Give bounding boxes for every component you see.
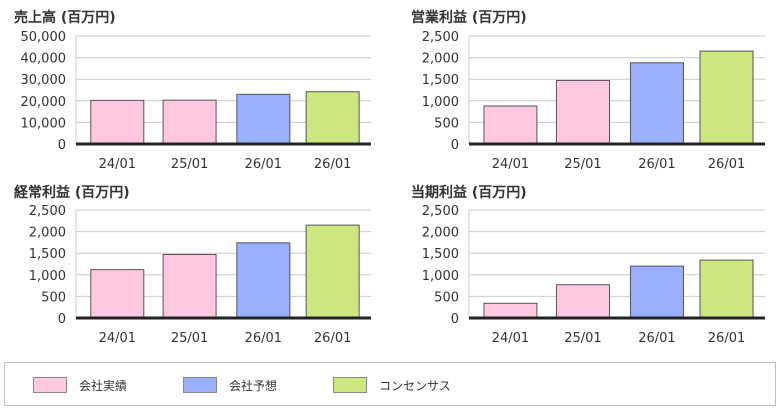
chart-title: 当期利益 (百万円) <box>411 184 527 201</box>
chart-title: 経常利益 (百万円) <box>14 184 130 201</box>
y-tick-label: 0 <box>58 138 66 153</box>
legend-swatch-actual <box>33 377 67 393</box>
x-tick-label: 24/01 <box>99 157 136 172</box>
chart-panel-2: 営業利益 (百万円) 0 500 1,000 1,500 2,000 2,500 24/01 2… <box>411 9 765 172</box>
legend-item-consensus: コンセンサス <box>333 376 451 394</box>
bar-26-01-consensus <box>699 50 754 145</box>
y-tick-label: 2,500 <box>422 204 459 219</box>
chart-title: 営業利益 (百万円) <box>411 9 527 26</box>
x-tick-label: 26/01 <box>638 331 675 346</box>
y-tick-label: 1,500 <box>422 73 459 88</box>
legend-swatch-forecast <box>183 377 217 393</box>
y-tick-label: 2,000 <box>422 226 459 241</box>
bar-24-01-actual <box>90 99 145 145</box>
x-tick-label: 24/01 <box>99 331 136 346</box>
bar-26-01-consensus <box>699 259 754 319</box>
charts-area: 売上高 (百万円) 0 10,000 20,000 30,000 40,000 50,000… <box>14 9 765 346</box>
y-tick-label: 40,000 <box>21 52 67 67</box>
bar-24-01-actual <box>90 269 145 319</box>
x-tick-label: 26/01 <box>314 157 351 172</box>
y-tick-label: 1,000 <box>422 95 459 110</box>
bar-26-01-forecast <box>236 93 291 145</box>
y-tick-label: 30,000 <box>21 73 67 88</box>
bar-26-01-consensus <box>305 224 360 319</box>
x-tick-label: 25/01 <box>171 331 208 346</box>
x-tick-label: 24/01 <box>492 331 529 346</box>
legend-label-forecast: 会社予想 <box>229 378 278 393</box>
bar-26-01-forecast <box>629 265 684 319</box>
chart-panel-1: 売上高 (百万円) 0 10,000 20,000 30,000 40,000 50,000… <box>14 9 371 172</box>
x-tick-label: 26/01 <box>638 157 675 172</box>
bar-24-01-actual <box>483 302 538 319</box>
bar-25-01-actual <box>162 253 217 319</box>
y-tick-label: 20,000 <box>21 95 67 110</box>
legend-item-actual: 会社実績 <box>33 376 127 394</box>
y-tick-label: 1,500 <box>29 247 66 262</box>
legend-label-actual: 会社実績 <box>79 378 128 393</box>
bar-26-01-consensus <box>305 91 360 145</box>
y-tick-label: 10,000 <box>21 116 67 131</box>
x-tick-label: 26/01 <box>314 331 351 346</box>
y-tick-label: 2,000 <box>422 52 459 67</box>
chart-title: 売上高 (百万円) <box>14 9 116 26</box>
bar-25-01-actual <box>555 79 610 145</box>
legend: 会社実績 会社予想 コンセンサス <box>4 362 776 406</box>
y-tick-label: 0 <box>58 312 66 327</box>
y-tick-label: 500 <box>41 290 66 305</box>
y-tick-label: 500 <box>434 116 459 131</box>
y-tick-label: 1,000 <box>422 269 459 284</box>
y-tick-label: 2,500 <box>29 204 66 219</box>
y-tick-label: 1,500 <box>422 247 459 262</box>
x-tick-label: 26/01 <box>708 331 745 346</box>
x-tick-label: 24/01 <box>492 157 529 172</box>
chart-panel-4: 当期利益 (百万円) 0 500 1,000 1,500 2,000 2,500 24/01 2… <box>411 184 765 346</box>
x-tick-label: 25/01 <box>171 157 208 172</box>
y-tick-label: 50,000 <box>21 30 67 45</box>
x-tick-label: 26/01 <box>245 157 282 172</box>
bar-25-01-actual <box>555 284 610 319</box>
bar-26-01-forecast <box>629 62 684 145</box>
x-tick-label: 25/01 <box>564 331 601 346</box>
legend-label-consensus: コンセンサス <box>379 378 451 393</box>
legend-item-forecast: 会社予想 <box>183 376 277 394</box>
legend-swatch-consensus <box>333 377 367 393</box>
x-tick-label: 25/01 <box>564 157 601 172</box>
x-tick-label: 26/01 <box>708 157 745 172</box>
y-tick-label: 2,500 <box>422 30 459 45</box>
y-tick-label: 1,000 <box>29 269 66 284</box>
y-tick-label: 2,000 <box>29 226 66 241</box>
bar-25-01-actual <box>162 99 217 145</box>
chart-panel-3: 経常利益 (百万円) 0 500 1,000 1,500 2,000 2,500 24/01 2… <box>14 184 371 346</box>
y-tick-label: 500 <box>434 290 459 305</box>
bar-24-01-actual <box>483 105 538 145</box>
y-tick-label: 0 <box>451 312 459 327</box>
y-tick-label: 0 <box>451 138 459 153</box>
bar-26-01-forecast <box>236 242 291 319</box>
x-tick-label: 26/01 <box>245 331 282 346</box>
